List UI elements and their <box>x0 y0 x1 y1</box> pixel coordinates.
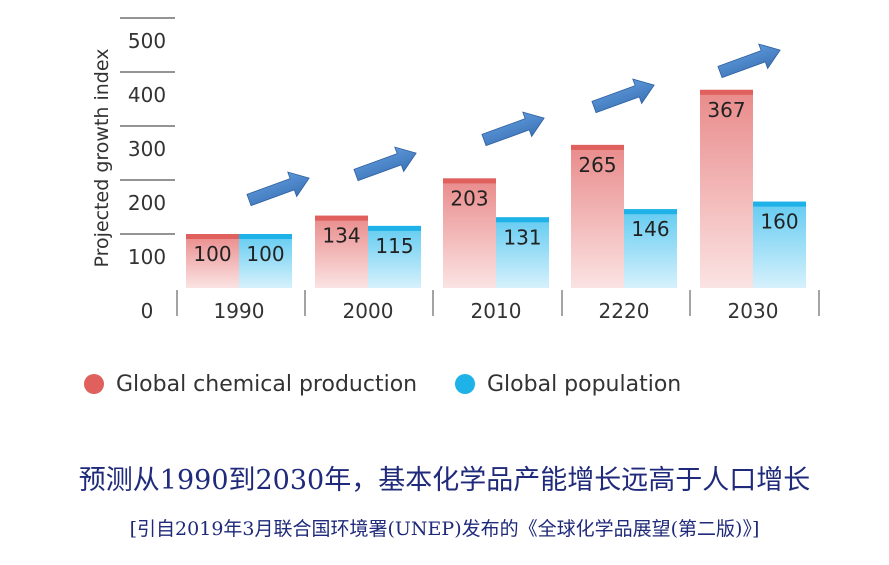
trend-arrow-shape <box>481 111 545 147</box>
growth-chart: 0 100 200 300 400 500 100 100 1990 134 115 2000 203… <box>91 17 820 323</box>
trend-arrow-shape <box>353 146 417 182</box>
data-label-population: 160 <box>760 210 798 234</box>
data-label-population: 115 <box>375 234 413 258</box>
trend-arrow-shape <box>717 43 781 79</box>
y-axis-label: Projected growth index <box>91 49 113 268</box>
data-label-chemical: 203 <box>450 186 488 210</box>
x-tick-label: 2000 <box>343 299 394 323</box>
data-label-population: 131 <box>503 225 541 249</box>
grid-layer: 0 100 200 300 400 500 <box>120 17 820 323</box>
trend-arrow <box>353 146 417 182</box>
trend-arrow-shape <box>591 78 655 114</box>
arrow-layer <box>246 43 781 207</box>
y-tick-label: 100 <box>128 245 166 269</box>
legend-population: Global population <box>455 366 681 402</box>
legend-population-label: Global population <box>487 371 682 397</box>
y-tick-label: 500 <box>128 29 166 53</box>
bar-chemical <box>315 215 368 288</box>
data-label-chemical: 134 <box>322 224 360 248</box>
bar-cap-population <box>239 234 292 239</box>
bar-chemical <box>571 144 624 288</box>
bar-cap-population <box>496 217 549 223</box>
bar-chemical <box>443 178 496 288</box>
caption-source: [引自2019年3月联合国环境署(UNEP)发布的《全球化学品展望(第二版)》] <box>129 518 760 540</box>
legend-chemical-swatch <box>84 374 104 394</box>
bar-cap-population <box>368 225 421 231</box>
bar-cap-population <box>753 201 806 207</box>
data-label-chemical: 265 <box>578 153 616 177</box>
trend-arrow-shape <box>246 171 310 207</box>
bar-chemical <box>700 89 753 288</box>
y-tick-label: 0 <box>141 299 154 323</box>
bar-cap-chemical <box>186 234 239 239</box>
caption-main: 预测从1990到2030年，基本化学品产能增长远高于人口增长 <box>78 465 811 496</box>
legend-chemical: Global chemical production <box>84 366 417 402</box>
bar-population <box>368 225 421 288</box>
data-label-population: 100 <box>246 242 284 266</box>
x-tick-label: 1990 <box>214 299 265 323</box>
bar-population <box>496 217 549 288</box>
bar-cap-chemical <box>700 89 753 95</box>
bar-cap-chemical <box>443 178 496 184</box>
x-tick-label: 2030 <box>728 299 779 323</box>
label-layer: 100 100 1990 134 115 2000 203 131 2010 265 146 2220… <box>193 98 798 323</box>
bar-population <box>239 234 292 288</box>
trend-arrow <box>481 111 545 147</box>
y-tick-label: 300 <box>128 137 166 161</box>
x-tick-label: 2010 <box>471 299 522 323</box>
bar-population <box>753 201 806 288</box>
trend-arrow <box>717 43 781 79</box>
trend-arrow <box>591 78 655 114</box>
x-tick-label: 2220 <box>599 299 650 323</box>
data-label-population: 146 <box>631 217 669 241</box>
legend-population-swatch <box>455 374 475 394</box>
bar-population <box>624 209 677 288</box>
bar-chemical <box>186 234 239 288</box>
bar-layer <box>186 89 806 288</box>
trend-arrow <box>246 171 310 207</box>
legend-chemical-label: Global chemical production <box>116 371 418 397</box>
y-tick-label: 200 <box>128 191 166 215</box>
data-label-chemical: 367 <box>707 98 745 122</box>
data-label-chemical: 100 <box>193 242 231 266</box>
bar-cap-population <box>624 209 677 215</box>
bar-cap-chemical <box>315 215 368 221</box>
y-tick-label: 400 <box>128 83 166 107</box>
bar-cap-chemical <box>571 144 624 150</box>
